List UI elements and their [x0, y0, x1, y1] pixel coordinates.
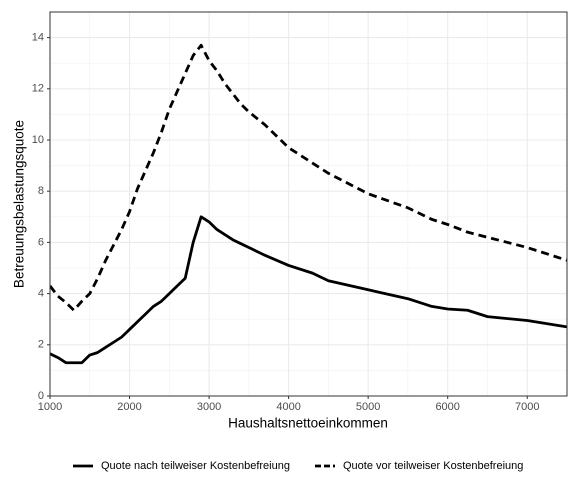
- x-tick-label: 7000: [515, 401, 539, 413]
- y-tick-label: 4: [38, 288, 44, 300]
- y-tick-label: 0: [38, 390, 44, 402]
- data-line: [50, 215, 567, 365]
- x-tick-label: 3000: [197, 401, 221, 413]
- x-tick-label: 1000: [38, 401, 62, 413]
- y-tick-label: 14: [32, 32, 44, 44]
- y-tick-label: 8: [38, 185, 44, 197]
- legend-label: Quote nach teilweiser Kostenbefreiung: [101, 460, 290, 472]
- y-tick-label: 10: [32, 134, 44, 146]
- legend-label: Quote vor teilweiser Kostenbefreiung: [343, 460, 523, 472]
- y-tick-label: 12: [32, 83, 44, 95]
- y-axis-title: Betreuungsbelastungsquote: [12, 120, 27, 288]
- panel-border: [49, 11, 568, 397]
- x-axis-title: Haushaltsnettoeinkommen: [228, 416, 388, 431]
- y-tick-label: 6: [38, 236, 44, 248]
- x-tick-label: 2000: [117, 401, 141, 413]
- x-tick-label: 5000: [356, 401, 380, 413]
- y-tick-label: 2: [38, 339, 44, 351]
- x-tick-label: 6000: [435, 401, 459, 413]
- x-tick-label: 4000: [276, 401, 300, 413]
